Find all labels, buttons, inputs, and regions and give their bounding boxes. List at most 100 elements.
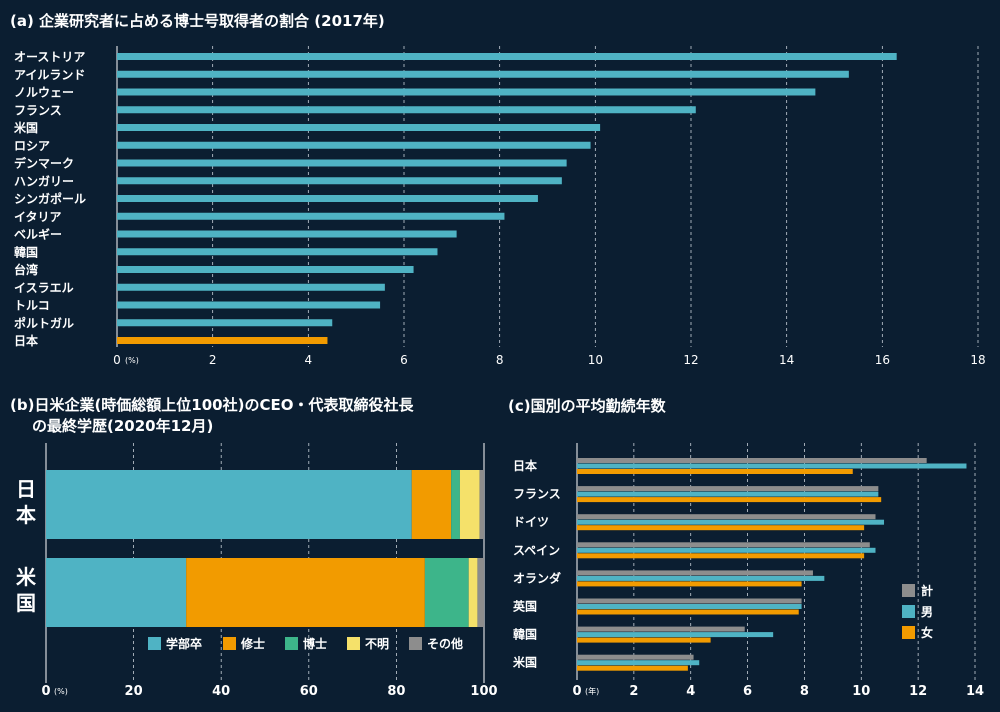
chart-b-legend-swatch (409, 637, 422, 650)
chart-c-tick-label: 0 (572, 684, 581, 699)
chart-a-bar (117, 337, 328, 344)
chart-a-category-label: ベルギー (14, 227, 62, 242)
chart-a-x-unit: (%) (125, 356, 139, 365)
chart-a-bar (117, 159, 567, 167)
chart-c-bar (577, 525, 865, 531)
chart-b-title: (b)日米企業(時価総額上位100社)のCEO・代表取締役社長 の最終学歴(20… (10, 395, 413, 437)
chart-b-bar-segment (186, 558, 425, 627)
chart-a-tick-label: 18 (970, 353, 985, 367)
chart-b-tick-label: 40 (212, 684, 230, 699)
chart-c-bar (577, 486, 879, 492)
chart-b-title-line2: の最終学歴(2020年12月) (32, 417, 214, 435)
chart-c-bar (577, 514, 876, 520)
chart-c-legend-label: 男 (921, 605, 933, 619)
chart-a-category-label: イスラエル (14, 281, 74, 295)
chart-a-tick-label: 8 (496, 353, 504, 367)
chart-a-category-label: ロシア (14, 139, 50, 153)
chart-c-bar (577, 542, 870, 548)
chart-a-bar (117, 177, 562, 185)
chart-c-bar (577, 458, 927, 463)
chart-a-tick-label: 0 (113, 353, 121, 367)
chart-a-title: (a) 企業研究者に占める博士号取得者の割合 (2017年) (10, 12, 385, 30)
chart-a-bar (117, 266, 414, 273)
chart-a-bar (117, 301, 381, 309)
chart-c-bar (577, 553, 865, 559)
chart-a-bar (117, 212, 505, 220)
chart-b-legend-swatch (347, 637, 360, 650)
chart-b-bar-segment (46, 558, 187, 627)
chart-c-bar (577, 469, 853, 474)
chart-a-category-label: アイルランド (14, 68, 85, 82)
chart-c-category-label: 韓国 (513, 627, 537, 642)
chart-c-bar (577, 463, 967, 469)
chart-a-category-label: ハンガリー (14, 173, 74, 188)
chart-c-legend-swatch (902, 584, 915, 597)
chart-c-category-label: ドイツ (513, 515, 549, 529)
chart-b-tick-label: 100 (470, 684, 497, 699)
chart-a-bar (117, 53, 897, 60)
chart-b-bar-segment (424, 558, 469, 627)
chart-a-bar (117, 319, 333, 327)
chart-c-bar (577, 632, 774, 638)
chart-b-legend-label: その他 (427, 636, 463, 651)
chart-c-category-label: 日本 (513, 458, 537, 473)
chart-c-tick-label: 10 (852, 684, 870, 699)
chart-c-tick-label: 4 (686, 684, 695, 699)
chart-a-bar (117, 141, 591, 149)
chart-b-legend-label: 学部卒 (166, 636, 202, 651)
chart-c-bar (577, 491, 879, 497)
chart-c-category-label: 英国 (513, 599, 537, 614)
chart-c-bar (577, 626, 745, 632)
chart-a-category-label: オーストリア (14, 50, 85, 64)
chart-b-title-line1: (b)日米企業(時価総額上位100社)のCEO・代表取締役社長 (10, 396, 414, 414)
chart-a-category-label: シンガポール (14, 191, 86, 206)
chart-a-tick-label: 12 (683, 353, 698, 367)
chart-a-tick-label: 2 (209, 353, 217, 367)
chart-b-tick-label: 80 (387, 684, 405, 699)
chart-c-bar (577, 497, 882, 503)
chart-c-bar (577, 547, 876, 553)
chart-a-category-label: イタリア (14, 210, 62, 224)
chart-b-category-char: 日 (16, 477, 36, 501)
chart-b-bar-segment (411, 470, 452, 539)
chart-b-tick-label: 60 (300, 684, 318, 699)
chart-c-legend-label: 計 (921, 583, 933, 598)
chart-c-category-label: フランス (513, 487, 561, 501)
chart-c-category-label: 米国 (513, 655, 537, 670)
chart-a-bar (117, 195, 538, 202)
chart-c-bar (577, 637, 711, 643)
chart-b-tick-label: 20 (125, 684, 143, 699)
chart-a-category-label: トルコ (14, 299, 50, 313)
chart-c-tick-label: 8 (800, 684, 809, 699)
chart-c-tick-label: 6 (743, 684, 752, 699)
chart-a-category-label: ポルトガル (14, 315, 74, 330)
chart-a-tick-label: 14 (779, 353, 794, 367)
chart-a-bar (117, 248, 438, 256)
chart-b-bar-segment (451, 470, 460, 539)
chart-b-legend-label: 不明 (365, 637, 389, 651)
chart-a-category-label: 米国 (14, 120, 38, 135)
chart-b-category-char: 本 (16, 503, 36, 527)
chart-a-tick-label: 6 (400, 353, 408, 367)
chart-c-bar (577, 665, 688, 671)
chart-c-title: (c)国別の平均勤続年数 (508, 397, 666, 415)
chart-a-tick-label: 16 (875, 353, 890, 367)
chart-b-bar-segment (468, 558, 478, 627)
chart-c-bar (577, 581, 802, 587)
chart-a-category-label: 日本 (14, 333, 38, 348)
chart-c-bar (577, 519, 885, 525)
chart-c-legend-swatch (902, 626, 915, 639)
chart-a-category-label: ノルウェー (14, 86, 74, 100)
chart-a-category-label: 台湾 (14, 262, 38, 277)
chart-c-tick-label: 2 (629, 684, 638, 699)
chart-a-bar (117, 124, 601, 131)
chart-b-category-char: 米 (16, 565, 37, 589)
chart-a-bar (117, 106, 696, 114)
chart-a-category-label: フランス (14, 103, 62, 117)
chart-b-legend-label: 修士 (240, 636, 265, 651)
chart-b-bar-segment (477, 558, 484, 627)
chart-c-bar (577, 609, 799, 615)
chart-b-bar-segment (479, 470, 484, 539)
chart-c-bar (577, 660, 700, 666)
